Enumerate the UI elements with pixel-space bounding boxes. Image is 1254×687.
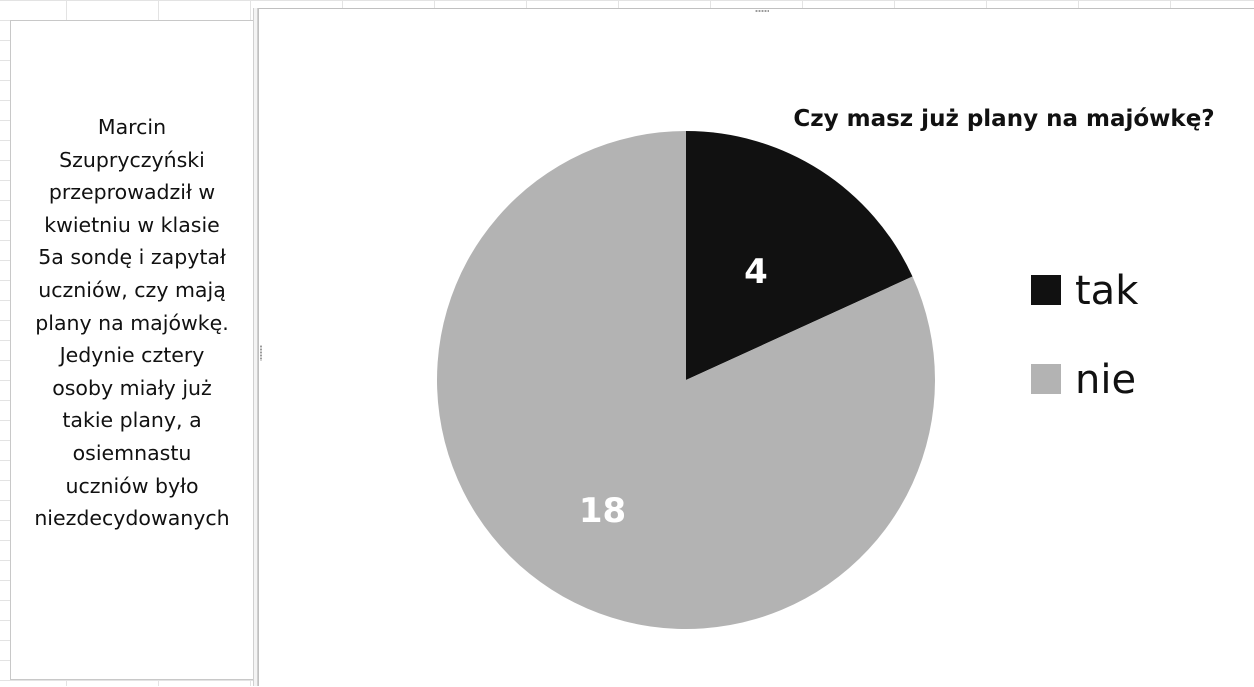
description-line: Jedynie cztery (59, 343, 205, 368)
data-label-nie: 18 (579, 491, 626, 531)
description-line: Szupryczyński (59, 147, 205, 172)
legend-label-nie: nie (1075, 357, 1136, 403)
description-line: Marcin (97, 115, 167, 139)
description-line: takie plany, a (62, 408, 202, 433)
legend-swatch-tak (1031, 275, 1061, 305)
description-line: niezdecydowanych (34, 506, 230, 531)
description-line: 5a sondę i zapytał (38, 245, 226, 270)
legend-label-tak: tak (1075, 268, 1139, 314)
pie-slice-tak (686, 131, 913, 380)
description-line: osoby miały już (52, 375, 212, 400)
pie-slice-nie (436, 131, 935, 629)
chart-legend: tak nie (1031, 268, 1139, 403)
description-line: plany na majówkę. (35, 310, 229, 335)
chart-area[interactable]: Czy masz już plany na majówkę? 4 18 tak ni… (258, 8, 1254, 686)
legend-swatch-nie (1031, 364, 1061, 394)
description-line: uczniów, czy mają (38, 277, 226, 302)
data-label-tak: 4 (744, 252, 768, 292)
description-line: kwietniu w klasie (44, 212, 220, 237)
column-splitter-handle[interactable] (253, 8, 258, 686)
description-line: osiemnastu (72, 440, 192, 465)
description-line: przeprowadził w (48, 180, 216, 205)
pie-slices (436, 131, 935, 629)
description-line: uczniów było (65, 473, 199, 498)
description-text-box[interactable]: Marcin Szupryczyński przeprowadził w kwi… (10, 20, 254, 680)
chart-title: Czy masz już plany na majówkę? (793, 106, 1214, 132)
pie-chart: Czy masz już plany na majówkę? 4 18 tak ni… (436, 106, 1215, 629)
resize-handle-top[interactable] (755, 9, 769, 13)
description-text: Marcin Szupryczyński przeprowadził w kwi… (11, 111, 253, 535)
pie-data-labels: 4 18 (579, 252, 768, 531)
resize-handle-left[interactable] (259, 345, 263, 361)
